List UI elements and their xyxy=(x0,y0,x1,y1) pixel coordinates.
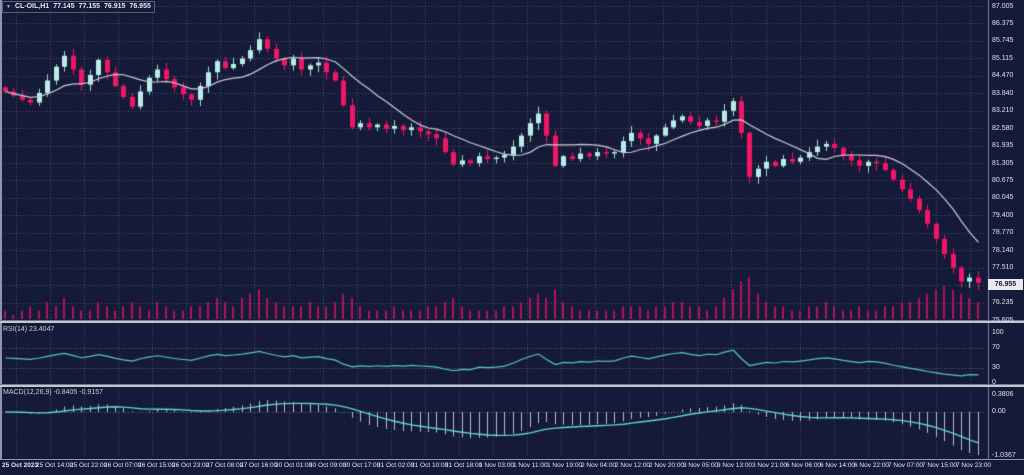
time-tick-label: 6 Nov 14:00 xyxy=(820,462,856,469)
price-tick-label: 78.770 xyxy=(992,229,1014,236)
time-tick-label: 7 Nov 07:00 xyxy=(888,462,924,469)
symbol-dropdown-icon[interactable]: ▼ xyxy=(6,4,11,10)
price-tick-label: 80.675 xyxy=(992,177,1014,184)
rsi-tick-label: 70 xyxy=(992,344,1000,351)
price-tick-label: 77.510 xyxy=(992,264,1014,271)
current-price-box: 76.955 xyxy=(988,279,1023,290)
price-tick-label: 79.400 xyxy=(992,212,1014,219)
window-left-edge xyxy=(0,0,2,459)
time-tick-label: 3 Nov 05:00 xyxy=(683,462,719,469)
time-tick-label: 1 Nov 11:00 xyxy=(513,462,548,469)
macd-tick-label: -1.0367 xyxy=(992,452,1016,459)
rsi-tick-label: 0 xyxy=(992,379,996,386)
time-tick-label: 7 Nov 23:00 xyxy=(956,462,992,469)
time-tick-label: 2 Nov 04:00 xyxy=(581,462,617,469)
price-tick-label: 80.045 xyxy=(992,194,1014,201)
ohlc-close-value: 76.955 xyxy=(129,3,151,10)
price-tick-label: 85.115 xyxy=(992,55,1013,62)
ohlc-open-value: 77.145 xyxy=(53,3,75,10)
price-tick-label: 81.305 xyxy=(992,160,1014,167)
time-tick-label: 26 Oct 07:00 xyxy=(104,462,142,469)
ohlc-low-value: 76.915 xyxy=(104,3,126,10)
time-tick-label: 1 Nov 03:00 xyxy=(479,462,515,469)
time-tick-label: 25 Oct 2023 xyxy=(2,462,39,469)
current-price-value: 76.955 xyxy=(994,281,1017,288)
time-axis[interactable] xyxy=(0,459,1024,475)
time-tick-label: 25 Oct 22:00 xyxy=(70,462,108,469)
price-tick-label: 76.235 xyxy=(992,299,1014,306)
ohlc-high-value: 77.155 xyxy=(78,3,101,10)
macd-indicator-label: MACD(12,26,9) -0.8405 -0.9157 xyxy=(3,389,103,396)
time-tick-label: 31 Oct 02:00 xyxy=(377,462,415,469)
price-tick-label: 78.140 xyxy=(992,247,1014,254)
time-tick-label: 31 Oct 10:00 xyxy=(411,462,449,469)
macd-tick-label: 0.00 xyxy=(992,408,1006,415)
time-tick-label: 27 Oct 08:00 xyxy=(206,462,244,469)
time-tick-label: 27 Oct 16:00 xyxy=(240,462,278,469)
pane-separator-macd[interactable] xyxy=(0,384,1024,387)
macd-tick-label: 0.3806 xyxy=(992,391,1014,398)
time-tick-label: 2 Nov 12:00 xyxy=(615,462,651,469)
time-tick-label: 1 Nov 19:00 xyxy=(547,462,583,469)
price-tick-label: 86.375 xyxy=(992,20,1014,27)
pane-separator-rsi[interactable] xyxy=(0,320,1024,323)
time-tick-label: 7 Nov 15:00 xyxy=(922,462,958,469)
time-tick-label: 25 Oct 14:00 xyxy=(36,462,74,469)
time-tick-label: 6 Nov 06:00 xyxy=(786,462,822,469)
price-tick-label: 75.605 xyxy=(992,317,1014,324)
price-tick-label: 82.580 xyxy=(992,125,1014,132)
rsi-tick-label: 30 xyxy=(992,364,1000,371)
price-tick-label: 81.935 xyxy=(992,142,1014,149)
price-tick-label: 83.840 xyxy=(992,90,1014,97)
time-tick-label: 30 Oct 09:00 xyxy=(309,462,347,469)
time-tick-label: 26 Oct 23:00 xyxy=(172,462,210,469)
time-tick-label: 2 Nov 20:00 xyxy=(649,462,685,469)
rsi-tick-label: 100 xyxy=(992,329,1004,336)
chart-title: ▼ CL-OIL,H1 77.145 77.155 76.915 76.955 xyxy=(2,1,155,13)
price-axis[interactable]: 87.005 86.375 85.745 85.115 84.470 83.840 83.2… xyxy=(988,0,1024,459)
price-tick-label: 84.470 xyxy=(992,72,1014,79)
time-tick-label: 26 Oct 15:00 xyxy=(138,462,176,469)
symbol-timeframe-label: CL-OIL,H1 xyxy=(14,3,50,10)
time-tick-label: 31 Oct 18:00 xyxy=(445,462,483,469)
price-tick-label: 87.005 xyxy=(992,3,1014,10)
rsi-indicator-label: RSI(14) 23.4047 xyxy=(3,326,55,333)
time-tick-label: 30 Oct 17:00 xyxy=(343,462,381,469)
time-tick-label: 6 Nov 22:00 xyxy=(854,462,890,469)
price-tick-label: 85.745 xyxy=(992,37,1014,44)
time-tick-label: 3 Nov 13:00 xyxy=(717,462,753,469)
price-tick-label: 83.210 xyxy=(992,107,1014,114)
time-tick-label: 30 Oct 01:00 xyxy=(275,462,313,469)
time-tick-label: 3 Nov 21:00 xyxy=(752,462,788,469)
